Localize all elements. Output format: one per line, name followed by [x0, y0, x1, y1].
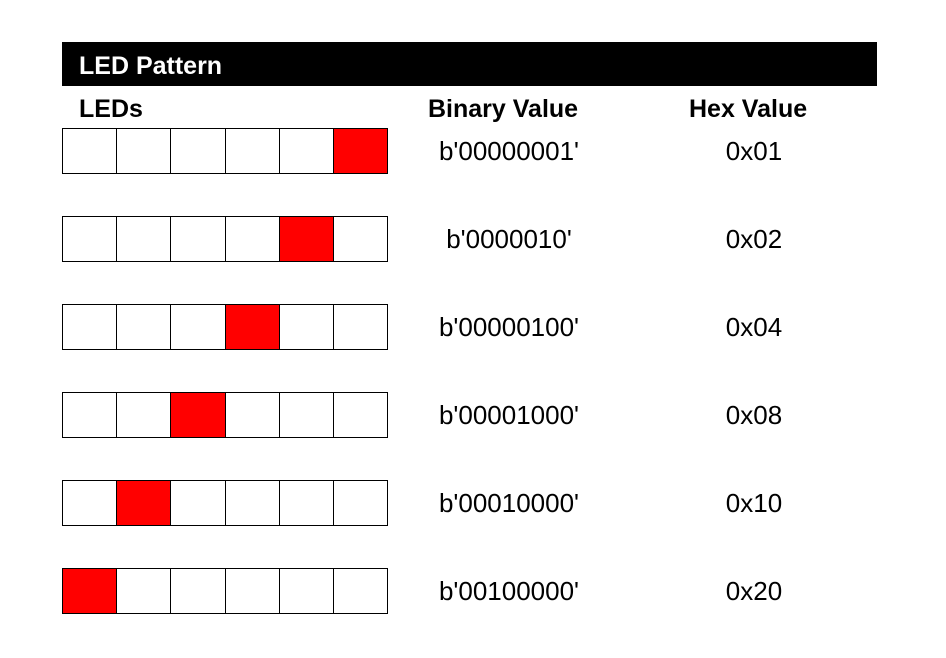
led-off [170, 568, 226, 614]
pattern-row: b'00010000' 0x10 [0, 480, 946, 526]
led-off [116, 304, 172, 350]
led-off [278, 568, 334, 614]
led-strip [62, 304, 389, 350]
hex-value: 0x08 [725, 400, 783, 430]
led-off [62, 392, 118, 438]
led-on [62, 568, 118, 614]
led-on [332, 128, 389, 174]
pattern-row: b'00000100' 0x04 [0, 304, 946, 350]
led-off [332, 216, 389, 262]
led-off [332, 304, 389, 350]
led-strip [62, 480, 389, 526]
led-off [170, 304, 226, 350]
pattern-row: b'00100000' 0x20 [0, 568, 946, 614]
hex-value: 0x04 [725, 312, 783, 342]
hex-value: 0x10 [725, 488, 783, 518]
led-off [62, 480, 118, 526]
binary-value: b'00000100' [438, 312, 580, 342]
led-on [278, 216, 334, 262]
led-strip [62, 216, 389, 262]
binary-value: b'0000010' [446, 224, 572, 254]
led-off [278, 392, 334, 438]
led-on [224, 304, 280, 350]
led-off [278, 304, 334, 350]
title-banner: LED Pattern [62, 42, 877, 86]
hex-value: 0x20 [725, 576, 783, 606]
led-on [116, 480, 172, 526]
led-off [332, 392, 389, 438]
led-off [224, 216, 280, 262]
led-on [170, 392, 226, 438]
led-strip [62, 392, 389, 438]
page-title: LED Pattern [79, 52, 223, 80]
led-off [278, 128, 334, 174]
led-off [170, 216, 226, 262]
binary-value: b'00010000' [438, 488, 580, 518]
leds-column-header: LEDs [79, 95, 143, 123]
hex-value: 0x02 [725, 224, 783, 254]
led-off [224, 128, 280, 174]
led-off [62, 128, 118, 174]
led-off [116, 216, 172, 262]
pattern-row: b'00001000' 0x08 [0, 392, 946, 438]
binary-value: b'00100000' [438, 576, 580, 606]
pattern-row: b'0000010' 0x02 [0, 216, 946, 262]
led-off [170, 128, 226, 174]
binary-value: b'00000001' [438, 136, 580, 166]
hex-column-header: Hex Value [689, 95, 808, 123]
binary-column-header: Binary Value [428, 95, 579, 123]
led-off [62, 304, 118, 350]
led-strip [62, 128, 389, 174]
binary-value: b'00001000' [438, 400, 580, 430]
led-off [170, 480, 226, 526]
led-off [224, 392, 280, 438]
led-off [278, 480, 334, 526]
led-off [116, 568, 172, 614]
led-off [224, 480, 280, 526]
led-off [116, 392, 172, 438]
led-off [116, 128, 172, 174]
pattern-row: b'00000001' 0x01 [0, 128, 946, 174]
led-off [332, 568, 389, 614]
led-strip [62, 568, 389, 614]
led-off [332, 480, 389, 526]
hex-value: 0x01 [725, 136, 783, 166]
led-off [224, 568, 280, 614]
led-off [62, 216, 118, 262]
